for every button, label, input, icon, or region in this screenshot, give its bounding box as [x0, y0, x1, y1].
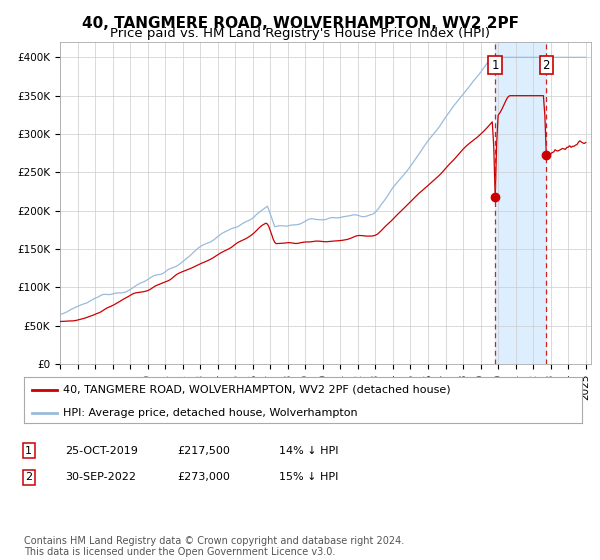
Text: £217,500: £217,500	[177, 446, 230, 456]
Text: 1: 1	[25, 446, 32, 456]
Text: £273,000: £273,000	[177, 472, 230, 482]
Text: 15% ↓ HPI: 15% ↓ HPI	[279, 472, 338, 482]
Text: 40, TANGMERE ROAD, WOLVERHAMPTON, WV2 2PF (detached house): 40, TANGMERE ROAD, WOLVERHAMPTON, WV2 2P…	[63, 385, 451, 395]
Text: HPI: Average price, detached house, Wolverhampton: HPI: Average price, detached house, Wolv…	[63, 408, 358, 418]
Bar	[495, 42, 547, 364]
Text: 40, TANGMERE ROAD, WOLVERHAMPTON, WV2 2PF: 40, TANGMERE ROAD, WOLVERHAMPTON, WV2 2P…	[82, 16, 518, 31]
Text: 25-OCT-2019: 25-OCT-2019	[65, 446, 137, 456]
Text: 2: 2	[25, 472, 32, 482]
Text: 1: 1	[491, 58, 499, 72]
Text: 14% ↓ HPI: 14% ↓ HPI	[279, 446, 338, 456]
Text: 2: 2	[542, 58, 550, 72]
Text: Price paid vs. HM Land Registry's House Price Index (HPI): Price paid vs. HM Land Registry's House …	[110, 27, 490, 40]
Text: Contains HM Land Registry data © Crown copyright and database right 2024.
This d: Contains HM Land Registry data © Crown c…	[24, 535, 404, 557]
Text: 30-SEP-2022: 30-SEP-2022	[65, 472, 136, 482]
